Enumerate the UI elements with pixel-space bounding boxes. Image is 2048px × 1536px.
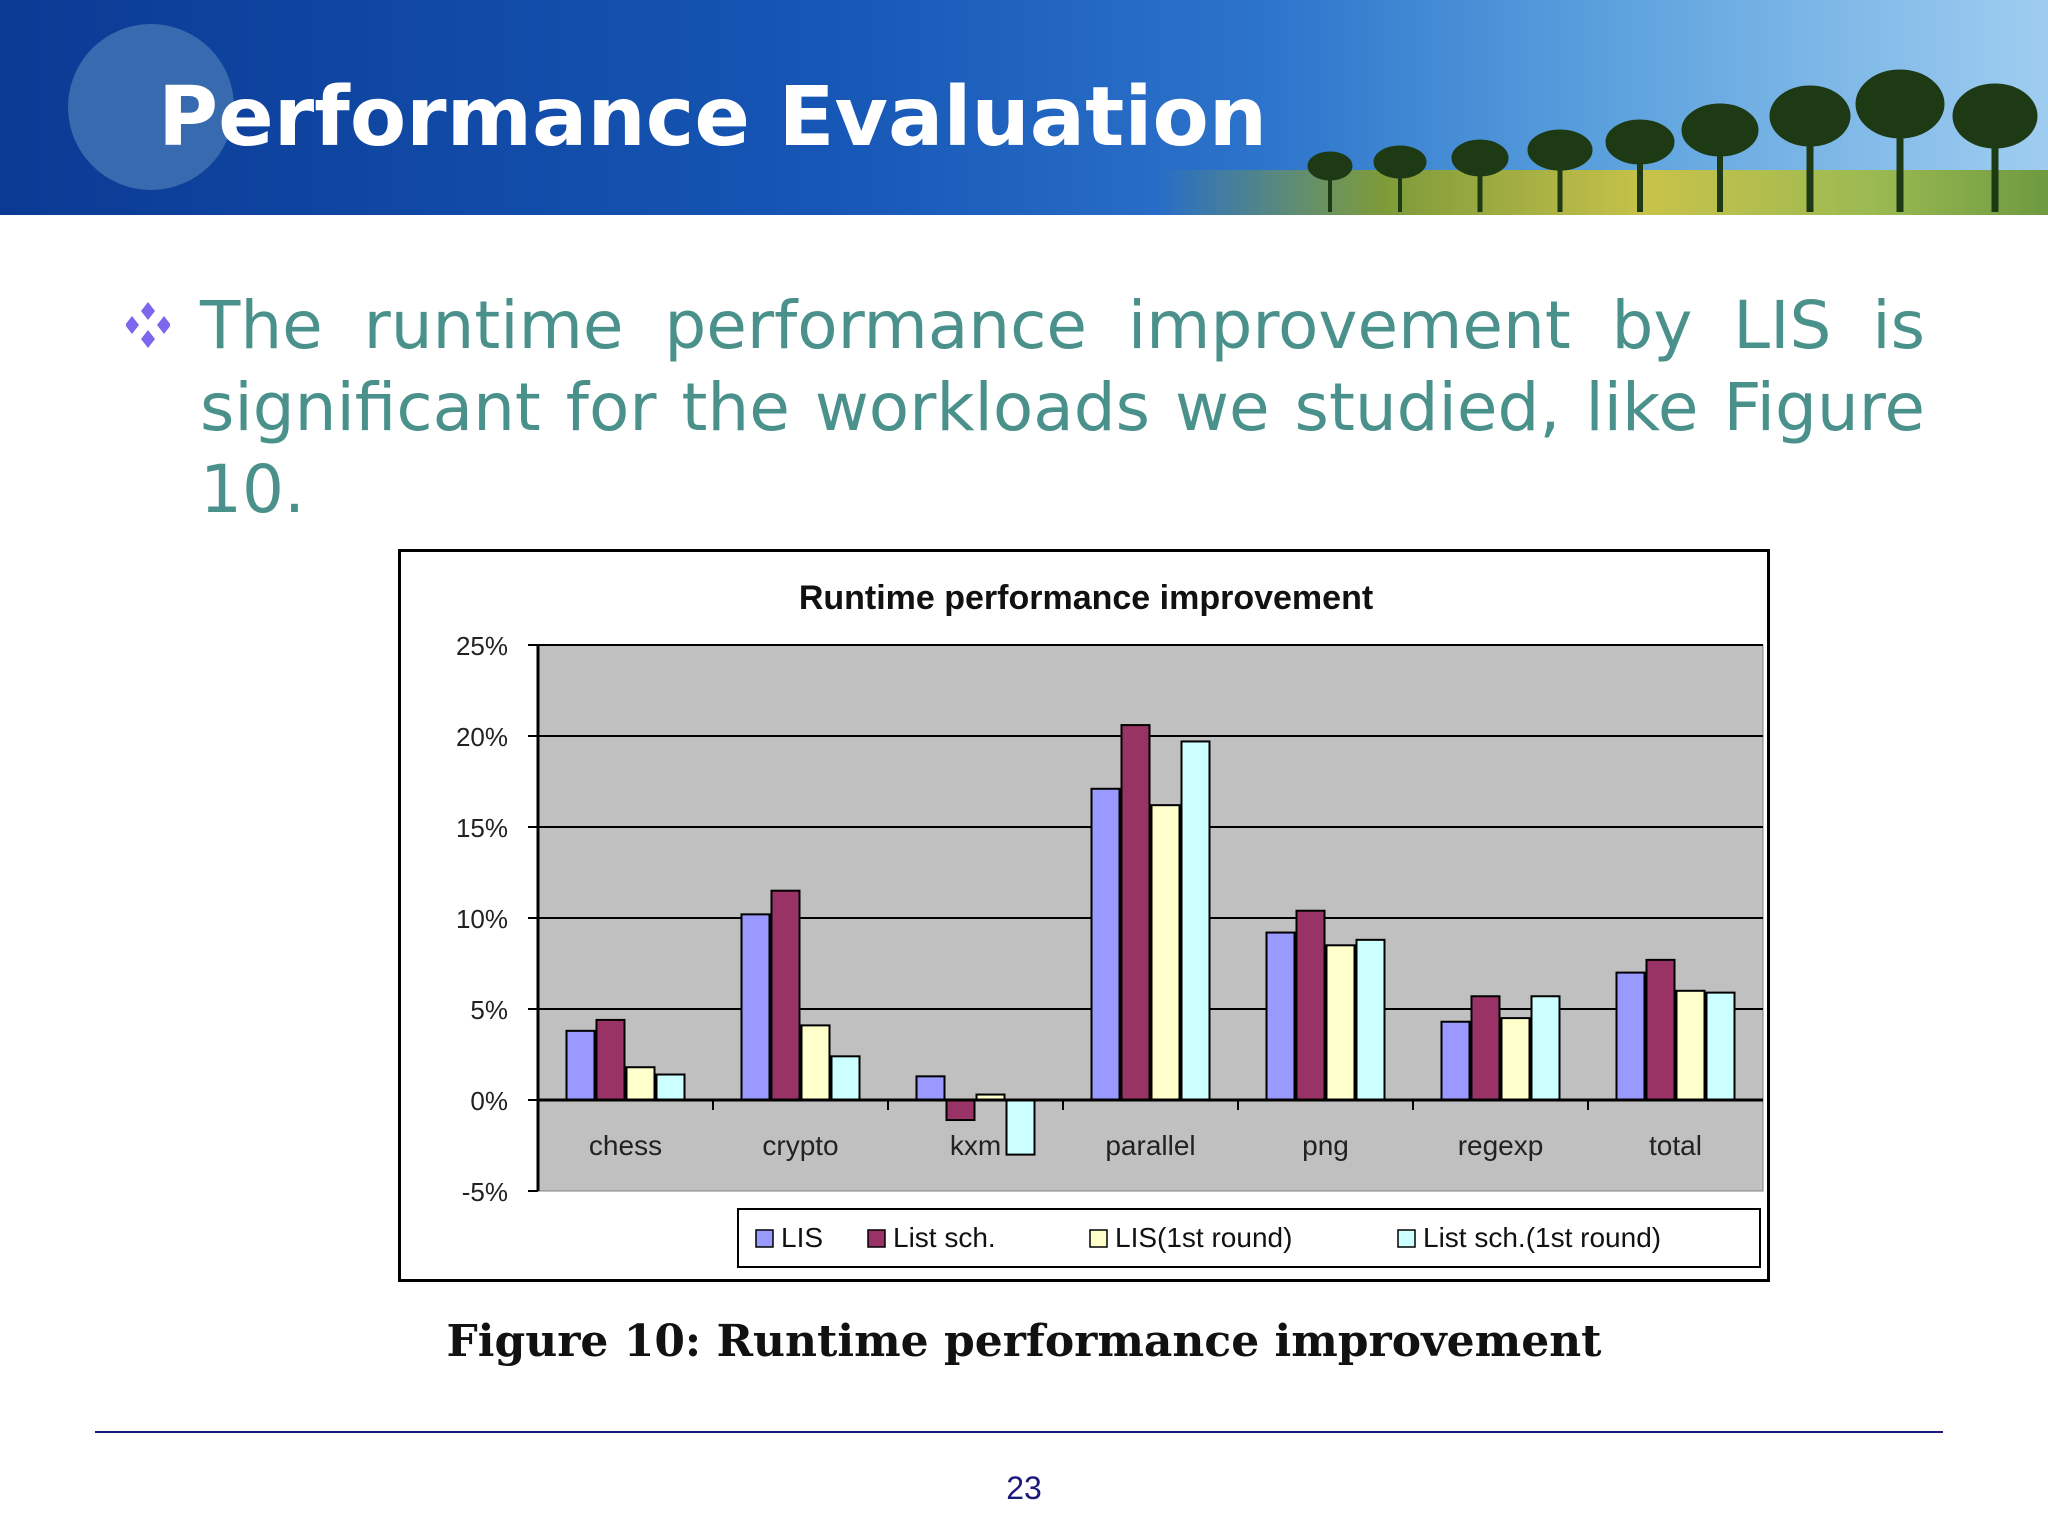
x-tick-label: regexp <box>1458 1130 1544 1161</box>
bar-parallel-0 <box>1090 787 1121 1101</box>
bar-crypto-1 <box>770 889 801 1102</box>
legend-label: LIS <box>781 1222 823 1253</box>
bar-kxml-0 <box>915 1075 946 1102</box>
figure-caption: Figure 10: Runtime performance improveme… <box>446 1316 1602 1367</box>
x-tick-label: parallel <box>1105 1130 1195 1161</box>
y-tick-label: 5% <box>470 995 508 1025</box>
bullet-text: The runtime performance improvement by L… <box>200 287 1925 528</box>
legend-label: List sch. <box>893 1222 996 1253</box>
bar-png-0 <box>1265 931 1296 1101</box>
bar-total-1 <box>1645 958 1676 1101</box>
bar-parallel-1 <box>1120 724 1151 1102</box>
bar-crypto-0 <box>740 913 771 1101</box>
header-circle-decoration <box>68 24 234 190</box>
y-tick-label: -5% <box>462 1177 508 1207</box>
bar-total-2 <box>1675 989 1706 1101</box>
chart-frame: 25% 20% 15% 10% 5% 0% -5% chess crypto kxm paralle… <box>398 549 1770 1282</box>
bar-kxml-1 <box>945 1099 976 1122</box>
bar-crypto-2 <box>800 1024 831 1102</box>
bar-png-1 <box>1295 909 1326 1101</box>
bar-chess-2 <box>625 1066 656 1101</box>
legend-swatch <box>1089 1229 1108 1248</box>
bar-chess-0 <box>565 1029 596 1101</box>
bar-total-3 <box>1705 991 1736 1101</box>
y-tick-label: 0% <box>470 1086 508 1116</box>
bar-regexp-2 <box>1500 1017 1531 1102</box>
page-number: 23 <box>1006 1470 1042 1506</box>
x-tick-label: kxm <box>950 1130 1001 1161</box>
y-tick-label: 10% <box>456 904 508 934</box>
y-tick-label: 25% <box>456 631 508 661</box>
x-tick-label: png <box>1302 1130 1349 1161</box>
x-tick-label: crypto <box>762 1130 838 1161</box>
chart-title: Runtime performance improvement <box>799 579 1373 617</box>
bar-crypto-3 <box>830 1055 861 1102</box>
slide-title: Performance Evaluation <box>158 70 1268 165</box>
legend-label: LIS(1st round) <box>1115 1222 1292 1253</box>
slide-header: Performance Evaluation <box>0 0 2048 215</box>
bar-parallel-3 <box>1180 740 1211 1102</box>
legend-swatch <box>755 1229 774 1248</box>
bar-total-0 <box>1615 971 1646 1102</box>
y-tick-label: 15% <box>456 813 508 843</box>
diamond-bullet-icon <box>126 302 170 348</box>
legend-swatch <box>1397 1229 1416 1248</box>
legend-box <box>737 1208 1761 1268</box>
bar-png-2 <box>1325 944 1356 1101</box>
bar-chess-1 <box>595 1018 626 1102</box>
x-tick-label: chess <box>589 1130 662 1161</box>
bar-kxml-3 <box>1005 1099 1036 1156</box>
x-tick-label: total <box>1649 1130 1702 1161</box>
bar-regexp-3 <box>1530 995 1561 1102</box>
bar-chess-3 <box>655 1073 686 1102</box>
bar-regexp-1 <box>1470 995 1501 1102</box>
tree-line-illustration <box>1307 69 2038 212</box>
bar-parallel-2 <box>1150 804 1181 1101</box>
bar-png-3 <box>1355 938 1386 1101</box>
bar-regexp-0 <box>1440 1020 1471 1101</box>
legend-label: List sch.(1st round) <box>1423 1222 1661 1253</box>
bar-chart: 25% 20% 15% 10% 5% 0% -5% chess crypto kxm paralle… <box>456 579 1764 1268</box>
legend-swatch <box>867 1229 886 1248</box>
y-tick-label: 20% <box>456 722 508 752</box>
footer-divider <box>95 1431 1943 1433</box>
